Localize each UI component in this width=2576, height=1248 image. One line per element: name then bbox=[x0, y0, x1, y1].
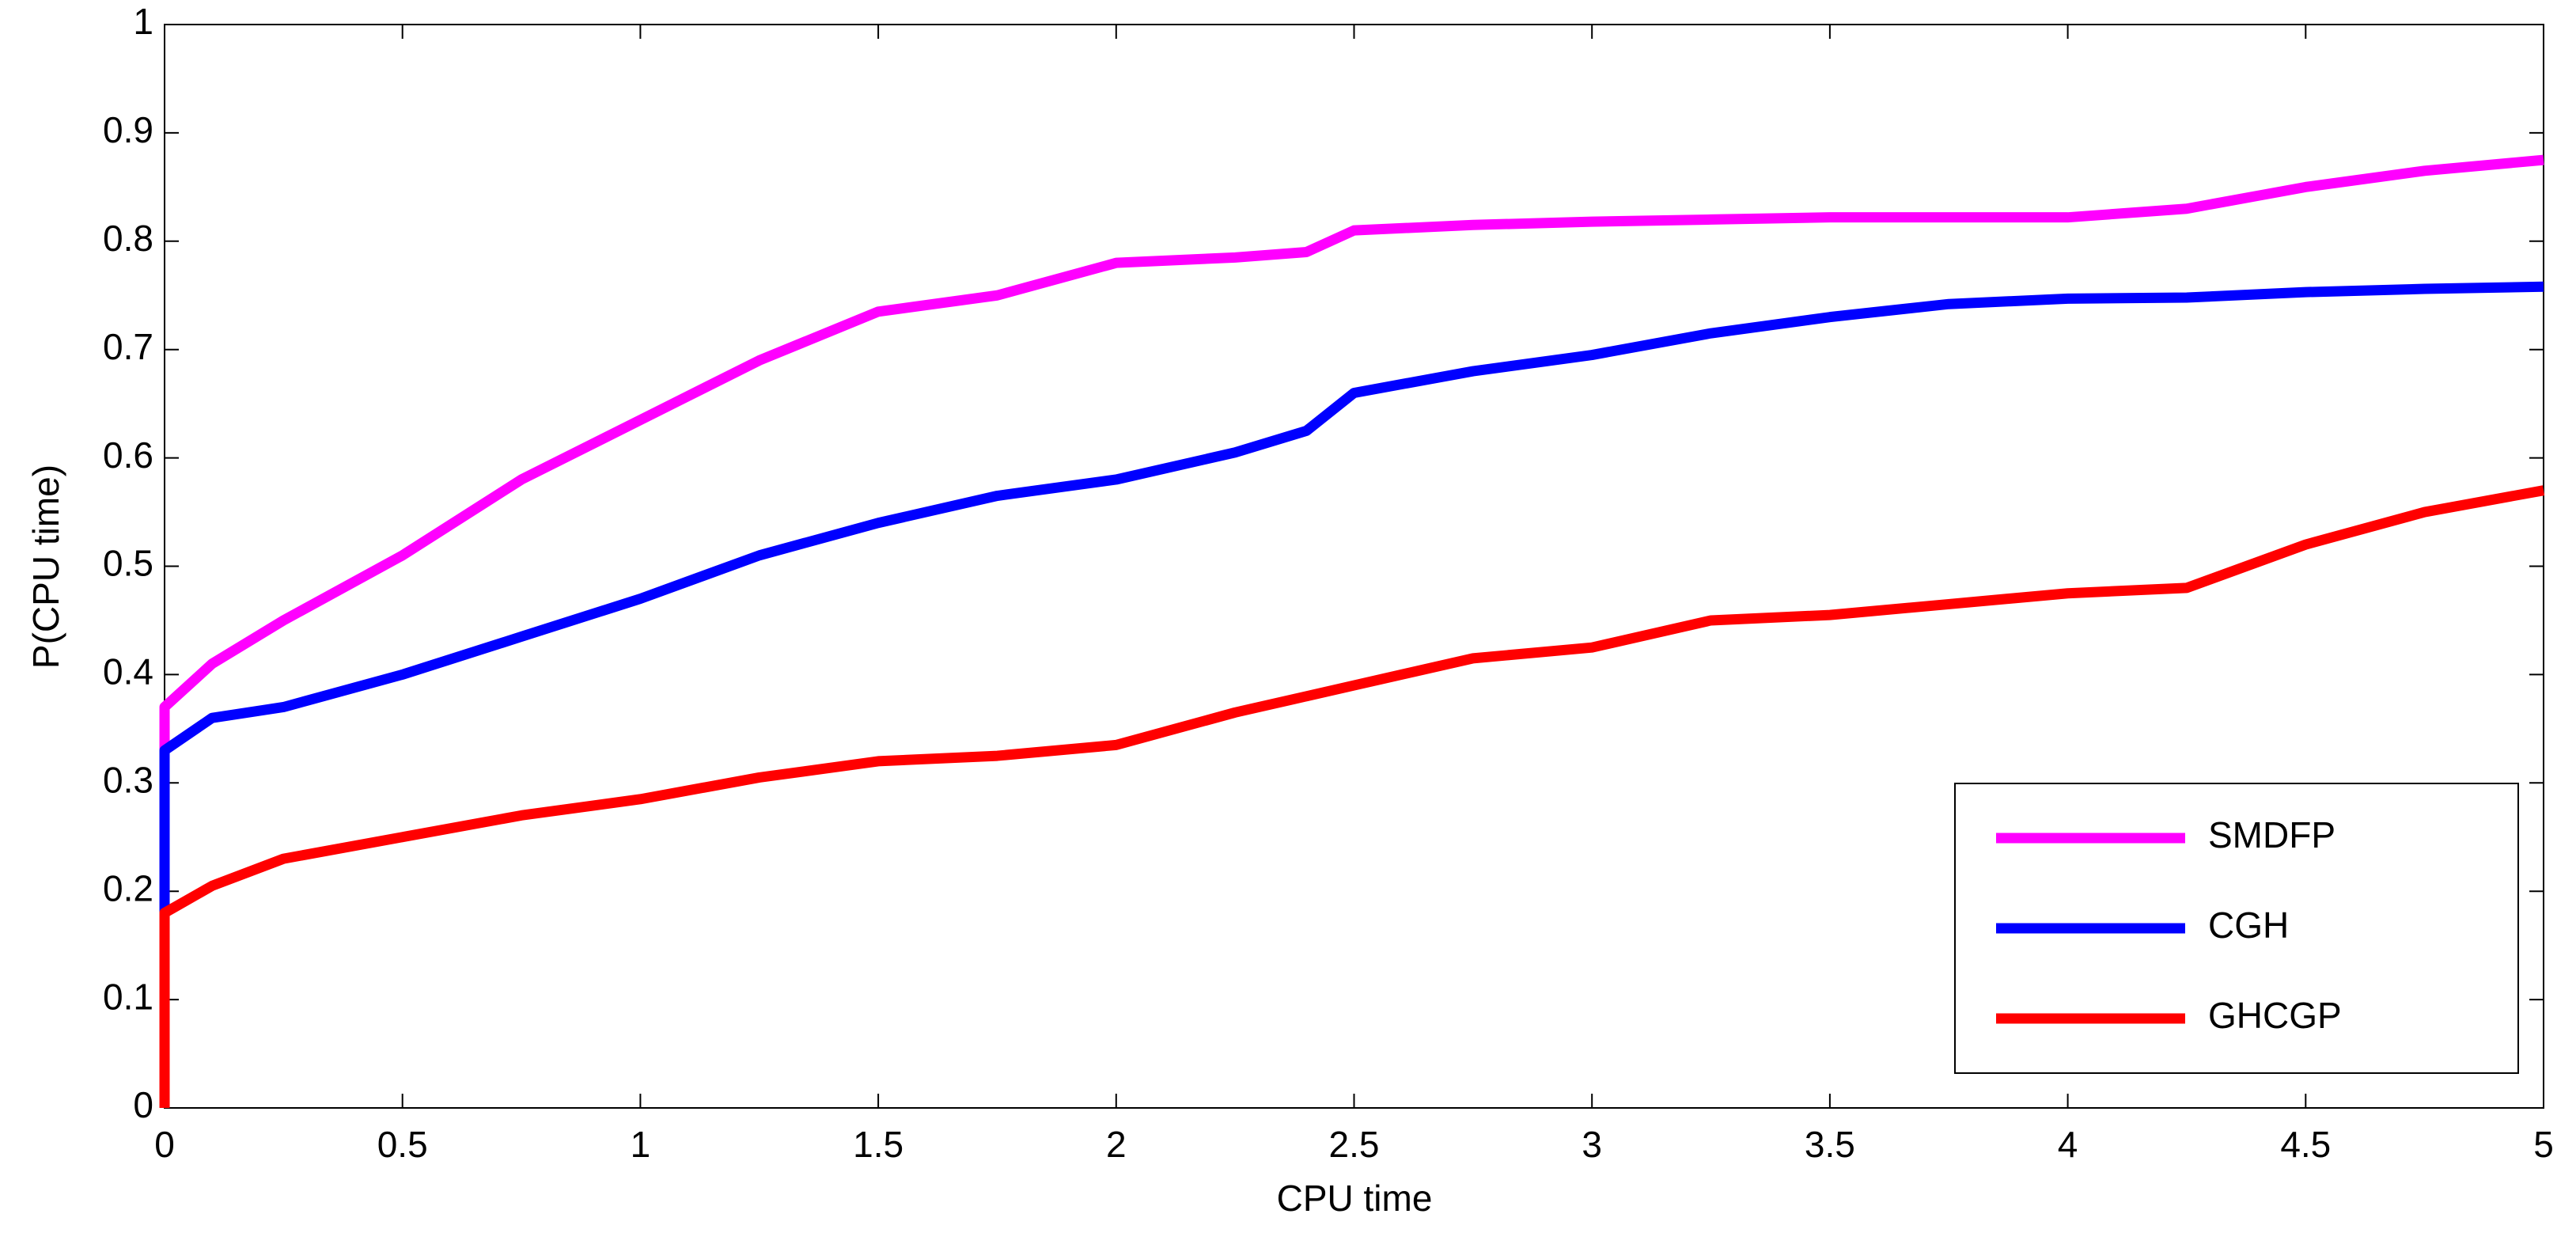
y-tick-label: 0.4 bbox=[103, 651, 153, 692]
y-axis-label: P(CPU time) bbox=[25, 465, 66, 669]
legend-label: GHCGP bbox=[2208, 995, 2342, 1036]
y-tick-label: 0.9 bbox=[103, 109, 153, 150]
x-tick-label: 2 bbox=[1106, 1124, 1127, 1165]
y-tick-label: 0.6 bbox=[103, 434, 153, 476]
y-tick-label: 0.7 bbox=[103, 326, 153, 367]
x-tick-label: 4 bbox=[2058, 1124, 2078, 1165]
x-tick-label: 2.5 bbox=[1329, 1124, 1380, 1165]
x-tick-label: 0 bbox=[154, 1124, 175, 1165]
x-axis-label: CPU time bbox=[1277, 1178, 1433, 1219]
x-tick-label: 3 bbox=[1582, 1124, 1602, 1165]
legend-label: CGH bbox=[2208, 905, 2289, 946]
line-series bbox=[159, 281, 2544, 1108]
x-tick-label: 0.5 bbox=[377, 1124, 428, 1165]
y-tick-label: 0.3 bbox=[103, 759, 153, 800]
y-tick-label: 0.8 bbox=[103, 218, 153, 259]
y-tick-label: 0 bbox=[133, 1084, 153, 1125]
legend-label: SMDFP bbox=[2208, 814, 2335, 855]
y-tick-label: 0.5 bbox=[103, 543, 153, 584]
line-series bbox=[159, 485, 2545, 1108]
y-tick-label: 1 bbox=[133, 1, 153, 42]
x-tick-label: 5 bbox=[2533, 1124, 2554, 1165]
x-tick-label: 1.5 bbox=[853, 1124, 903, 1165]
y-tick-label: 0.1 bbox=[103, 976, 153, 1017]
line-series bbox=[159, 154, 2544, 1108]
x-tick-label: 1 bbox=[631, 1124, 651, 1165]
x-tick-label: 4.5 bbox=[2280, 1124, 2331, 1165]
x-tick-label: 3.5 bbox=[1805, 1124, 1855, 1165]
y-tick-label: 0.2 bbox=[103, 867, 153, 908]
